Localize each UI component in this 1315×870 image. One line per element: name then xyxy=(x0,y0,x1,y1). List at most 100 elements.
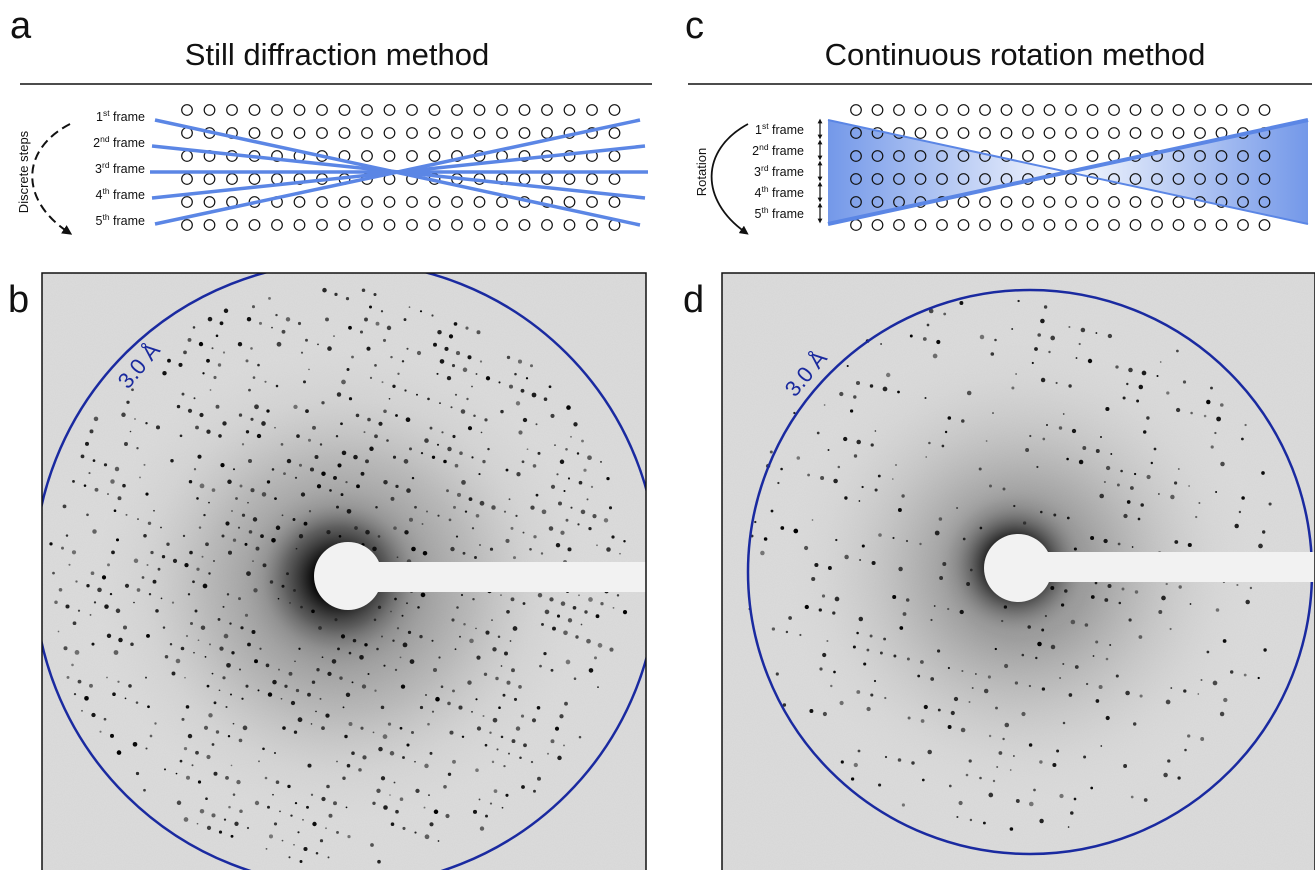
bragg-spot xyxy=(870,443,874,447)
bragg-spot xyxy=(247,642,251,647)
bragg-spot xyxy=(451,364,456,368)
bragg-spot xyxy=(1123,764,1128,768)
bragg-spot xyxy=(1215,491,1218,493)
bragg-spot xyxy=(475,698,478,701)
bragg-spot xyxy=(238,413,243,417)
panel-d-diffraction-pattern xyxy=(722,273,1315,870)
lattice-point xyxy=(914,173,927,185)
bragg-spot xyxy=(194,609,198,613)
panel-c-frame-labels: 1st frame 2nd frame 3rd frame 4th frame 5th … xyxy=(752,121,804,221)
bragg-spot xyxy=(1249,586,1253,590)
bragg-spot xyxy=(469,638,474,644)
bragg-spot xyxy=(84,695,89,701)
bragg-spot xyxy=(282,726,286,730)
bragg-spot xyxy=(185,775,191,780)
bragg-spot xyxy=(837,465,841,469)
bragg-spot xyxy=(250,417,254,421)
bragg-spot xyxy=(941,444,945,448)
bragg-spot xyxy=(1029,434,1032,438)
bragg-spot xyxy=(1078,459,1084,465)
bragg-spot xyxy=(266,480,271,484)
bragg-spot xyxy=(195,750,199,755)
bragg-spot xyxy=(92,459,96,462)
bragg-spot xyxy=(1214,431,1217,435)
bragg-spot xyxy=(930,618,933,622)
panel-a-frame-labels: 1st frame 2nd frame 3rd frame 4th frame 5th … xyxy=(93,108,145,228)
bragg-spot xyxy=(928,441,931,445)
bragg-spot xyxy=(1037,333,1041,337)
lattice-point xyxy=(871,150,884,162)
bragg-spot xyxy=(1170,494,1175,500)
bragg-spot xyxy=(550,484,556,489)
bragg-spot xyxy=(588,526,592,531)
bragg-spot xyxy=(316,484,322,489)
bragg-spot xyxy=(420,451,424,455)
bragg-spot xyxy=(244,542,248,546)
bragg-spot xyxy=(870,693,874,697)
bragg-spot xyxy=(1004,663,1009,669)
bragg-spot xyxy=(312,425,316,430)
bragg-spot xyxy=(793,528,799,534)
bragg-spot xyxy=(804,545,809,551)
lattice-point xyxy=(361,127,373,139)
bragg-spot xyxy=(215,334,219,338)
bragg-spot xyxy=(275,780,280,784)
bragg-spot xyxy=(71,550,77,555)
bragg-spot xyxy=(1219,711,1225,717)
bragg-spot xyxy=(861,485,864,489)
bragg-spot xyxy=(354,526,358,530)
lattice-point xyxy=(586,219,598,231)
bragg-spot xyxy=(133,558,139,564)
bragg-spot xyxy=(884,755,888,759)
bragg-spot xyxy=(770,509,774,513)
bragg-spot xyxy=(342,706,345,709)
bragg-spot xyxy=(97,587,102,593)
bragg-spot xyxy=(479,360,483,363)
bragg-spot xyxy=(530,505,535,510)
bragg-spot xyxy=(521,460,525,464)
bragg-spot xyxy=(982,821,986,825)
bragg-spot xyxy=(256,433,262,439)
bragg-spot xyxy=(927,749,932,755)
bragg-spot xyxy=(107,493,109,495)
bragg-spot xyxy=(261,492,267,497)
bragg-spot xyxy=(298,647,301,650)
bragg-spot xyxy=(846,364,849,368)
bragg-spot xyxy=(346,368,350,371)
bragg-spot xyxy=(179,434,183,438)
lattice-point xyxy=(451,104,463,116)
bragg-spot xyxy=(399,726,403,730)
bragg-spot xyxy=(178,362,183,367)
bragg-spot xyxy=(517,359,523,364)
bragg-spot xyxy=(406,602,408,605)
bragg-spot xyxy=(183,817,189,822)
bragg-spot xyxy=(578,480,583,485)
bragg-spot xyxy=(1100,436,1102,438)
bragg-spot xyxy=(560,601,566,606)
bragg-spot xyxy=(211,672,214,675)
bragg-spot xyxy=(288,671,293,676)
bragg-spot xyxy=(373,618,377,622)
lattice-point xyxy=(338,127,351,139)
bragg-spot xyxy=(381,381,384,384)
bragg-spot xyxy=(1044,614,1047,618)
bragg-spot xyxy=(309,467,315,472)
lattice-point xyxy=(1043,150,1056,162)
lattice-point xyxy=(1000,219,1013,231)
bragg-spot xyxy=(274,426,276,429)
bragg-spot xyxy=(476,655,481,660)
bragg-spot xyxy=(1021,653,1025,657)
bragg-spot xyxy=(510,597,515,602)
bragg-spot xyxy=(533,535,537,539)
bragg-spot xyxy=(383,479,388,485)
lattice-point xyxy=(1000,150,1013,162)
bragg-spot xyxy=(523,743,527,748)
bragg-spot xyxy=(143,534,147,538)
frame-label-1: 1st frame xyxy=(96,108,145,124)
bragg-spot xyxy=(298,463,303,467)
bragg-spot xyxy=(394,597,397,601)
lattice-point xyxy=(1022,219,1034,231)
bragg-spot xyxy=(345,692,351,698)
bragg-spot xyxy=(396,627,400,630)
bragg-spot xyxy=(459,635,461,638)
